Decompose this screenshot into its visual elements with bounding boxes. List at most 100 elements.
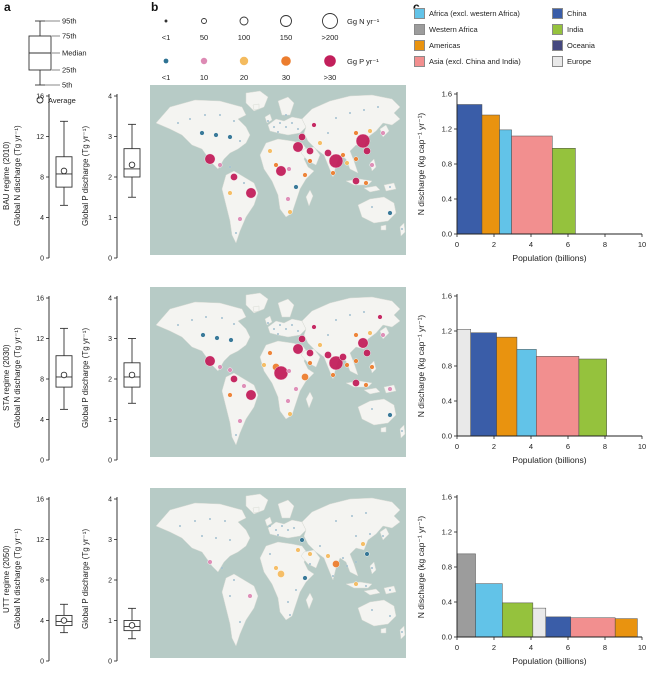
map-bubble [276, 130, 280, 134]
bar-segment [470, 332, 497, 437]
map-bubble-legend: <1 50 100 150 >200 Gg N yr⁻¹ <1 10 20 30 >30 Gg P y… [162, 13, 380, 82]
map-bubble [286, 600, 290, 604]
map-bubble [247, 593, 253, 599]
legend-swatch [552, 8, 563, 19]
bar-segment [552, 148, 576, 235]
map-bubble [218, 113, 222, 117]
x-tick-label: 10 [638, 643, 646, 652]
bar-segment [511, 135, 553, 235]
map-bubble [345, 564, 349, 568]
y-tick-label: 8 [40, 578, 44, 585]
region-legend: Africa (excl. western Africa) Western Afr… [414, 8, 595, 67]
map-bubble [227, 190, 233, 196]
y-tick-label: 0 [40, 458, 44, 465]
map-bubble [204, 355, 216, 367]
map-bubble [363, 147, 371, 155]
map-bubble [353, 581, 359, 587]
map-bubble [369, 364, 375, 370]
map-bubble [178, 524, 182, 528]
x-tick-label: 8 [603, 240, 607, 249]
y-tick-label: 0.8 [442, 563, 452, 572]
map-bubble [307, 551, 313, 557]
map-bubble [388, 588, 392, 592]
size-class-label: 150 [280, 33, 293, 42]
map-bubble [234, 231, 238, 235]
barchart-utt: 0.0 0.4 0.8 1.2 1.6 0 2 4 6 8 10 Population (billio… [416, 493, 646, 667]
barchart-sta: 0.0 0.4 0.8 1.2 1.6 0 2 4 6 8 10 Population (billio… [416, 292, 646, 466]
legend-label: Asia (excl. China and India) [429, 57, 521, 66]
map-bubble [324, 149, 332, 157]
legend-label: Africa (excl. western Africa) [429, 9, 520, 18]
map-bubble [241, 383, 247, 389]
y-tick-label: 0.8 [442, 160, 452, 169]
map-bubble [388, 614, 392, 618]
legend-text: 75th [62, 32, 77, 41]
x-tick-label: 6 [566, 240, 570, 249]
y-axis-title: N discharge (kg cap⁻¹ yr⁻¹) [416, 113, 426, 216]
map-bubble [301, 373, 309, 381]
x-axis-title: Population (billions) [512, 455, 586, 465]
map-bubble [227, 392, 233, 398]
map-bubble [228, 337, 234, 343]
map-bubble [204, 315, 208, 319]
map-bubble [176, 323, 180, 327]
map-bubble [286, 166, 292, 172]
map-bubble [199, 130, 205, 136]
x-axis-title: Population (billions) [512, 253, 586, 263]
map-bubble [362, 310, 366, 314]
map-bubble [237, 216, 243, 222]
map-bubble [292, 526, 296, 530]
size-class-circle [239, 16, 249, 26]
map-bubble [341, 556, 345, 560]
map-bubble [387, 412, 393, 418]
map-bubble [328, 153, 344, 169]
map-bubble [245, 187, 257, 199]
x-tick-label: 0 [455, 643, 459, 652]
map-bubble [217, 162, 223, 168]
bar-segment [516, 349, 537, 437]
bar-segment [496, 336, 518, 437]
y-tick-label: 2 [108, 578, 112, 585]
map-bubble [217, 364, 223, 370]
size-class-label: >200 [322, 33, 339, 42]
map-bubble [275, 165, 287, 177]
x-tick-label: 2 [492, 643, 496, 652]
p-axis-label-bau: Global P discharge (Tg yr⁻¹) [81, 125, 90, 227]
legend-item: Africa (excl. western Africa) [414, 8, 536, 19]
map-bubble [298, 335, 306, 343]
p-axis-label-sta: Global P discharge (Tg yr⁻¹) [81, 327, 90, 429]
map-bubble [311, 122, 317, 128]
map-bubble [370, 205, 374, 209]
map-bubble [220, 316, 224, 320]
map-bubble [330, 170, 336, 176]
legend-swatch [552, 24, 563, 35]
bar-segment [532, 607, 547, 638]
y-tick-label: 4 [40, 417, 44, 424]
legend-item: Europe [552, 56, 595, 67]
map-bubble [400, 429, 404, 433]
size-class-label: 50 [200, 33, 208, 42]
map-bubble [348, 111, 352, 115]
mean-marker [60, 617, 68, 624]
map-bubble [277, 570, 285, 578]
map-bubble [388, 185, 392, 189]
regime-label-utt: UTT regime (2050) [2, 545, 11, 613]
map-bubble [190, 318, 194, 322]
world-map-utt [150, 488, 406, 658]
world-map-bau [150, 85, 406, 255]
map-bubble [317, 342, 323, 348]
boxplot-n-utt: 0 4 8 12 16 [36, 497, 73, 666]
map-bubble [387, 386, 393, 392]
y-tick-label: 4 [40, 618, 44, 625]
y-tick-label: 1.6 [442, 90, 452, 99]
map-bubble [227, 134, 233, 140]
map-bubble [400, 227, 404, 231]
map-bubble [355, 133, 371, 149]
y-tick-label: 8 [40, 175, 44, 182]
map-bubble [268, 552, 272, 556]
map-bubble [242, 181, 246, 185]
map-bubble [295, 547, 301, 553]
map-bubble [317, 140, 323, 146]
y-tick-label: 0.0 [442, 230, 452, 239]
